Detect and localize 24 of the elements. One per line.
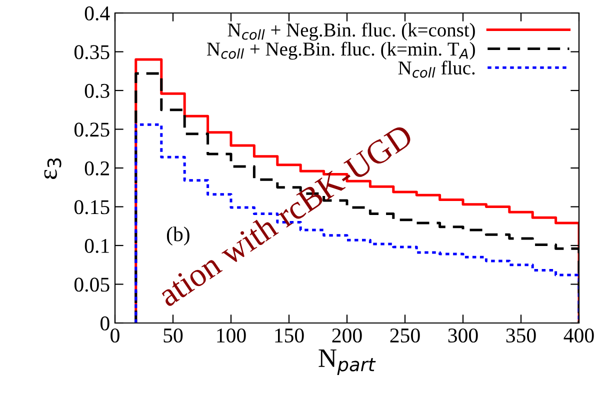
y-tick-label: 0.15 bbox=[74, 200, 110, 214]
y-tick-label: 0.3 bbox=[84, 84, 110, 98]
x-tick-label: 50 bbox=[164, 328, 183, 343]
y-tick-label: 0.35 bbox=[74, 45, 110, 60]
legend-label: N$_{coll}$ fluc. bbox=[398, 60, 475, 78]
x-tick-label: 350 bbox=[506, 328, 536, 343]
x-tick-label: 200 bbox=[332, 328, 362, 343]
x-tick-label: 0 bbox=[110, 328, 120, 343]
y-tick-label: 0.1 bbox=[84, 238, 109, 254]
x-tick-label: 150 bbox=[275, 328, 304, 343]
x-axis-title: N$_{part}$ bbox=[318, 350, 376, 375]
y-tick-label: 0.4 bbox=[84, 6, 110, 21]
y-tick-label: 0.25 bbox=[74, 122, 110, 137]
y-tick-label: 0.2 bbox=[84, 161, 109, 176]
legend-label: N$_{coll}$ + Neg.Bin. fluc. (k=min. T$_{A}$) bbox=[207, 42, 475, 60]
x-tick-label: 100 bbox=[217, 328, 246, 343]
x-tick-label: 250 bbox=[390, 328, 420, 343]
x-tick-label: 400 bbox=[564, 328, 594, 343]
y-tick-label: 0 bbox=[100, 316, 110, 330]
x-tick-label: 300 bbox=[448, 328, 478, 343]
y-axis-title: ε$_{3}$ bbox=[44, 158, 62, 179]
legend-label: N$_{coll}$ + Neg.Bin. fluc. (k=const) bbox=[228, 22, 475, 41]
annotation: (b) bbox=[166, 226, 190, 246]
y-tick-label: 0.05 bbox=[74, 278, 110, 292]
